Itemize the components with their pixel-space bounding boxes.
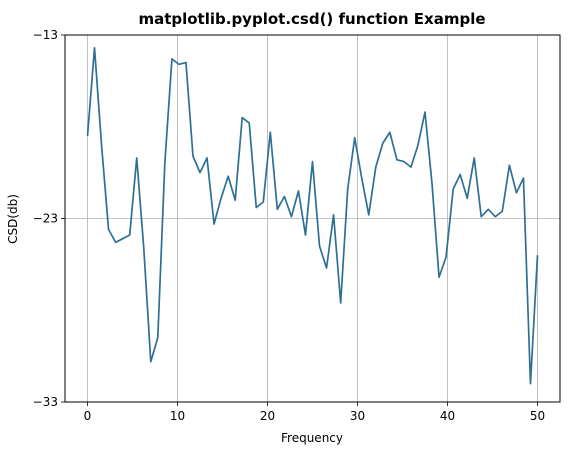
series-layer [86,46,539,385]
x-tick-label: 40 [440,409,455,423]
y-tick-label: −23 [33,212,58,226]
y-tick-label: −13 [33,28,58,42]
x-tick-label: 30 [350,409,365,423]
x-tick-label: 50 [530,409,545,423]
y-tick-label: −33 [33,395,58,409]
axis-ticks: 0 10 20 30 40 50 −13 −23 −33 [33,28,545,423]
x-tick-label: 0 [84,409,92,423]
csd-series-line [86,46,539,385]
x-tick-label: 20 [260,409,275,423]
y-axis-label: CSD(db) [6,194,20,244]
chart-title: matplotlib.pyplot.csd() function Example [138,10,485,28]
x-axis-label: Frequency [281,431,343,445]
x-tick-label: 10 [170,409,185,423]
